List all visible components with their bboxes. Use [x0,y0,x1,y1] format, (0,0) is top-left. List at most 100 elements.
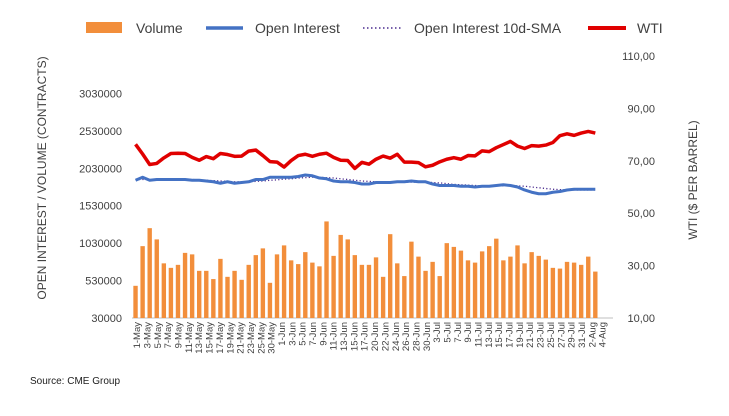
x-tick-label: 26-Jun [401,322,412,351]
volume-bar [246,264,251,318]
y-tick-label: 2030000 [79,163,122,175]
y2-tick-label: 110,00 [622,51,655,63]
volume-bar [175,264,181,318]
x-tick-label: 25-May [256,322,267,354]
open-interest-line [134,173,596,196]
volume-bar [494,238,499,318]
volume-bar [479,251,485,318]
volume-bar [380,276,386,318]
volume-bar [387,234,393,318]
y-tick-label: 1530000 [79,201,122,213]
volume-bar [508,256,513,318]
y-tick-labels: 30000 530000 1030000 1530000 2030000 2530000 3… [79,88,122,325]
volume-bar [189,254,195,318]
volume-bar [140,246,145,318]
volume-bar [253,255,258,318]
y-tick-label: 530000 [85,276,122,288]
volume-bar [536,255,541,318]
volume-bar [543,259,548,318]
legend-volume-swatch [86,22,122,33]
volume-bar [423,270,428,318]
x-tick-label: 31-Jul [577,322,588,348]
volume-bar [267,282,273,318]
volume-bar [232,270,237,318]
x-tick-label: 5-Jul [443,322,454,343]
x-tick-label: 23-Jul [536,322,547,348]
y-tick-label: 30000 [91,313,122,325]
volume-bar [501,260,506,318]
legend-volume-label: Volume [136,20,183,36]
x-tick-label: 20-Jun [370,322,381,351]
volume-bar [395,263,400,318]
volume-bar [338,234,343,318]
volume-bar [550,267,556,318]
x-tick-label: 27-Jul [556,322,567,348]
x-tick-label: 23-May [246,322,257,354]
volume-bar [571,262,577,318]
legend-sma-label: Open Interest 10d-SMA [414,20,562,36]
volume-bar [182,252,188,318]
x-tick-label: 9-Jun [318,322,329,346]
x-tick-label: 30-Jun [422,322,433,351]
x-tick-label: 25-Jul [546,322,557,348]
y2-tick-label: 30,00 [627,261,655,273]
volume-bar [211,279,216,318]
volume-bar [225,276,230,318]
x-tick-label: 13-May [194,322,205,354]
volume-bar [288,260,294,318]
volume-bar [487,246,492,318]
x-tick-label: 21-Jul [525,322,536,348]
volume-bar [430,261,435,318]
x-tick-label: 17-Jul [505,322,516,348]
x-tick-label: 4-Aug [598,322,609,347]
series-lines [134,129,596,196]
volume-bar [366,264,372,318]
y-tick-label: 2530000 [79,126,122,138]
volume-bar [444,243,449,318]
x-tick-label: 13-Jun [339,322,350,351]
y2-tick-labels: 10,00 30,00 50,00 70,00 90,00 110,00 [622,51,655,325]
legend-wti-label: WTI [637,20,663,36]
x-tick-label: 28-Jun [412,322,423,351]
volume-bar [310,262,315,318]
volume-bar [161,263,167,318]
y-axis-title: OPEN INTEREST / VOLUME (CONTRACTS) [35,56,49,299]
x-tick-label: 7-Jun [308,322,319,346]
volume-bar [260,248,266,318]
volume-bar [303,252,308,318]
y2-tick-label: 70,00 [627,156,655,168]
volume-bar [317,266,322,318]
volume-bar [204,270,209,318]
x-tick-label: 3-Jul [432,322,443,343]
x-tick-label: 19-Jul [515,322,526,348]
volume-bar [593,271,598,318]
x-tick-label: 15-Jun [349,322,360,351]
volume-bar [359,264,365,318]
volume-bar [472,262,478,318]
x-tick-label: 5-May [153,322,164,349]
wti-line [134,129,596,171]
volume-bar [437,276,442,318]
volume-bar [274,254,280,318]
x-tick-label: 1-Jun [277,322,288,346]
x-tick-label: 13-Jul [484,322,495,348]
volume-bar [522,263,527,318]
volume-bar [515,245,520,318]
volume-bar [578,264,584,318]
volume-bar [458,250,464,318]
x-tick-label: 7-May [163,322,174,349]
volume-bar [465,260,471,318]
volume-bar [345,239,350,318]
x-tick-label: 11-Jul [474,322,485,347]
x-tick-label: 2-Aug [587,322,598,347]
volume-bar [586,256,591,318]
x-tick-label: 29-Jul [567,322,578,348]
volume-bar [281,245,287,318]
volume-bar [402,276,407,318]
y-tick-label: 1030000 [79,238,122,250]
volume-bar [331,255,336,318]
x-tick-label: 15-Jul [494,322,505,348]
x-tick-label: 17-May [215,322,226,354]
volume-bar [133,285,138,318]
